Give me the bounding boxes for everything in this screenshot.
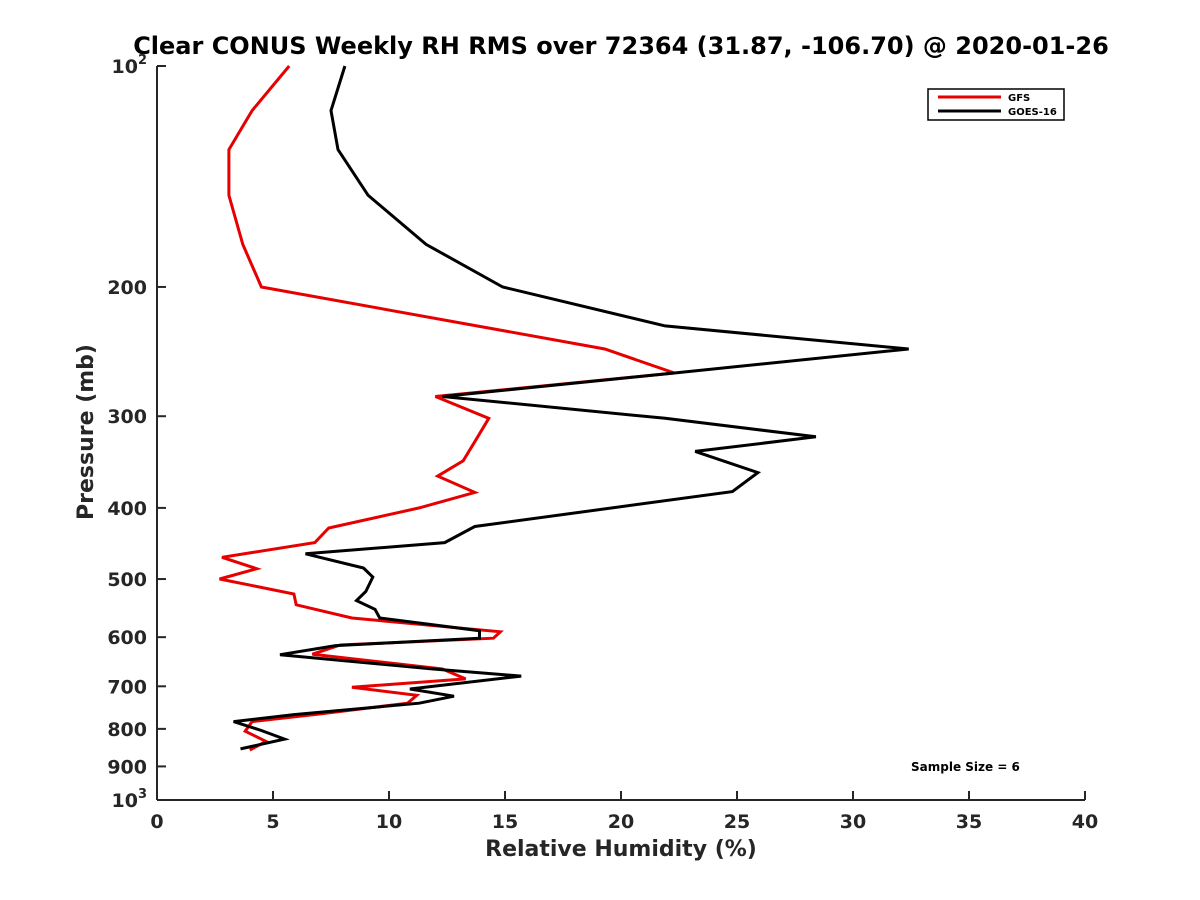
series-line-gfs <box>219 65 675 752</box>
y-tick-label: 500 <box>107 569 147 591</box>
x-tick-label: 5 <box>266 811 279 833</box>
y-tick-label: 800 <box>107 719 147 741</box>
y-tick-label: 102 <box>112 53 148 78</box>
x-axis-label: Relative Humidity (%) <box>485 837 757 862</box>
x-tick-label: 0 <box>150 811 163 833</box>
x-tick-label: 40 <box>1072 811 1098 833</box>
y-tick-label: 200 <box>107 277 147 299</box>
y-tick-label: 700 <box>107 676 147 698</box>
x-tick-label: 25 <box>724 811 750 833</box>
x-tick-label: 30 <box>840 811 866 833</box>
legend-box <box>927 88 1065 121</box>
y-tick-label: 900 <box>107 756 147 778</box>
sample-size-annotation: Sample Size = 6 <box>911 760 1020 774</box>
legend-entry-label: GFS <box>1008 93 1030 104</box>
y-tick-label: 400 <box>107 498 147 520</box>
axes: 0 5 10 15 20 25 30 35 40 102 200 300 400 500 600 700 800… <box>107 53 1098 833</box>
chart-title: Clear CONUS Weekly RH RMS over 72364 (31… <box>133 32 1109 60</box>
x-tick-label: 15 <box>492 811 518 833</box>
x-tick-label: 10 <box>376 811 402 833</box>
y-axis-label: Pressure (mb) <box>74 344 99 520</box>
series-line-goes-16 <box>233 65 909 751</box>
y-tick-label: 300 <box>107 406 147 428</box>
series-layer <box>219 65 909 752</box>
y-tick-label: 103 <box>112 787 148 812</box>
x-tick-label: 35 <box>956 811 982 833</box>
x-tick-label: 20 <box>608 811 634 833</box>
y-tick-label: 600 <box>107 627 147 649</box>
legend: GFS GOES-16 <box>927 88 1065 121</box>
legend-entry-label: GOES-16 <box>1008 107 1057 118</box>
